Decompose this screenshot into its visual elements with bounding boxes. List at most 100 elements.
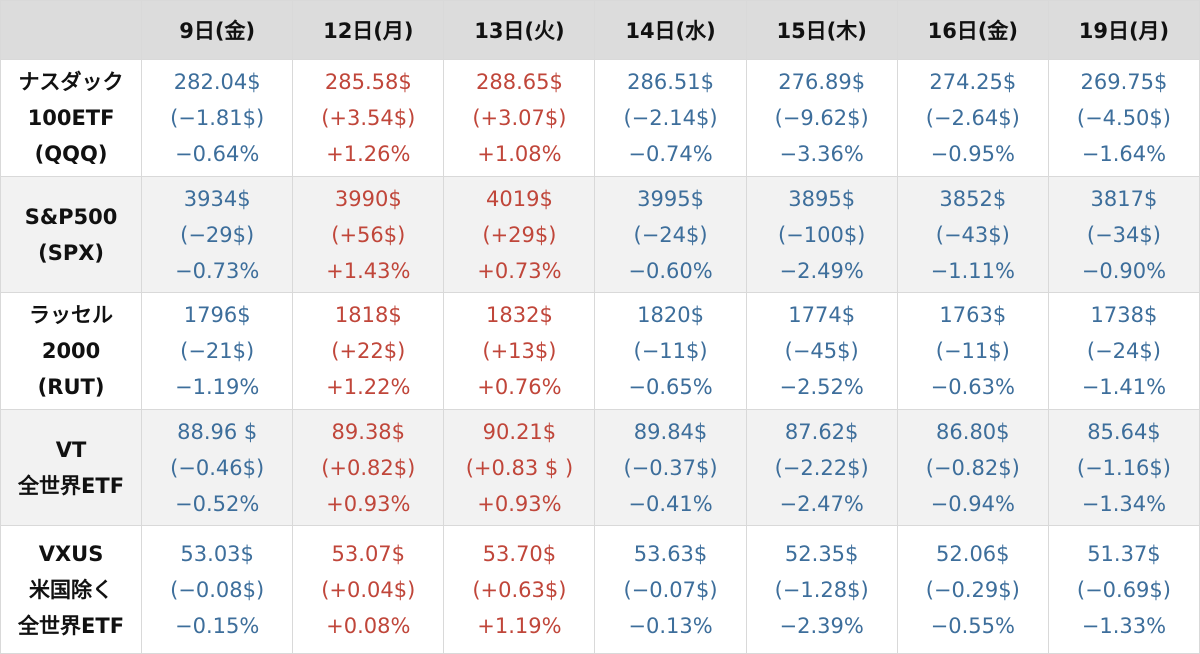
price-value: 4019$	[486, 186, 553, 211]
quote-cell: 88.96 $ (−0.46$) −0.52%	[141, 409, 294, 526]
change-value: (−0.37$)	[623, 455, 718, 480]
change-value: (−2.22$)	[774, 455, 869, 480]
percent-change: +0.76%	[477, 375, 562, 399]
quote-cell: 53.03$ (−0.08$) −0.15%	[141, 525, 294, 654]
quote-cell: 1820$ (−11$) −0.65%	[594, 292, 747, 410]
change-value: (−0.07$)	[623, 577, 718, 602]
row-label-line: VXUS	[38, 541, 104, 566]
change-value: (−45$)	[784, 339, 859, 363]
percent-change: −0.63%	[930, 375, 1015, 399]
percent-change: +1.19%	[477, 613, 562, 638]
quote-cell: 3895$ (−100$) −2.49%	[745, 176, 898, 293]
quote-cell: 3995$ (−24$) −0.60%	[594, 176, 747, 293]
change-value: (+0.04$)	[321, 577, 416, 602]
quote-cell: 89.38$ (+0.82$) +0.93%	[292, 409, 445, 526]
change-value: (−2.14$)	[623, 106, 718, 130]
price-value: 274.25$	[929, 70, 1017, 94]
percent-change: −1.64%	[1081, 142, 1167, 166]
quote-cell: 276.89$ (−9.62$) −3.36%	[745, 59, 898, 177]
row-label: VT 全世界ETF	[0, 409, 143, 526]
change-value: (−24$)	[1086, 339, 1161, 363]
price-value: 3895$	[788, 186, 856, 211]
price-value: 3990$	[334, 186, 402, 211]
percent-change: +0.08%	[326, 613, 411, 638]
quote-cell: 90.21$ (+0.83 $ ) +0.93%	[443, 409, 596, 526]
table-row: ラッセル 2000 (RUT) 1796$ (−21$) −1.19% 1818$ (+22$…	[0, 292, 1200, 410]
quote-cell: 89.84$ (−0.37$) −0.41%	[594, 409, 747, 526]
row-label: ラッセル 2000 (RUT)	[0, 292, 143, 410]
quote-cell: 1832$ (+13$) +0.76%	[443, 292, 596, 410]
change-value: (−0.29$)	[925, 577, 1020, 602]
price-value: 1820$	[637, 303, 704, 327]
percent-change: −0.74%	[628, 142, 713, 166]
quote-cell: 52.35$ (−1.28$) −2.39%	[745, 525, 898, 654]
price-value: 53.63$	[633, 541, 708, 566]
quote-cell: 85.64$ (−1.16$) −1.34%	[1047, 409, 1200, 526]
row-label: ナスダック 100ETF (QQQ)	[0, 59, 143, 177]
quote-cell: 3934$ (−29$) −0.73%	[141, 176, 294, 293]
percent-change: −0.90%	[1081, 258, 1167, 283]
price-value: 1763$	[939, 303, 1007, 327]
price-value: 53.70$	[482, 541, 557, 566]
quote-cell: 3990$ (+56$) +1.43%	[292, 176, 445, 293]
percent-change: −1.41%	[1081, 375, 1167, 399]
price-value: 1832$	[486, 303, 553, 327]
percent-change: +0.93%	[477, 491, 562, 516]
change-value: (+0.63$)	[472, 577, 567, 602]
column-header: 15日(木)	[745, 0, 898, 60]
change-value: (−43$)	[935, 222, 1010, 247]
percent-change: −1.33%	[1081, 613, 1167, 638]
change-value: (−0.82$)	[925, 455, 1020, 480]
price-value: 53.03$	[180, 541, 254, 566]
row-label-line: VT	[55, 437, 87, 462]
table-row: S&P500 (SPX) 3934$ (−29$) −0.73% 3990$ (+56$) +…	[0, 176, 1200, 293]
change-value: (−11$)	[935, 339, 1010, 363]
table-row: ナスダック 100ETF (QQQ) 282.04$ (−1.81$) −0.64% 285…	[0, 59, 1200, 177]
change-value: (−21$)	[180, 339, 255, 363]
change-value: (−24$)	[633, 222, 708, 247]
row-label-line: (SPX)	[38, 240, 104, 265]
quote-cell: 274.25$ (−2.64$) −0.95%	[896, 59, 1049, 177]
quote-cell: 53.63$ (−0.07$) −0.13%	[594, 525, 747, 654]
percent-change: +0.73%	[477, 258, 562, 283]
quote-cell: 52.06$ (−0.29$) −0.55%	[896, 525, 1049, 654]
column-header: 13日(火)	[443, 0, 596, 60]
change-value: (+22$)	[331, 339, 406, 363]
price-value: 52.06$	[936, 541, 1010, 566]
price-value: 85.64$	[1087, 419, 1161, 444]
quote-cell: 86.80$ (−0.82$) −0.94%	[896, 409, 1049, 526]
percent-change: −0.64%	[175, 142, 260, 166]
table-row: VXUS 米国除く 全世界ETF 53.03$ (−0.08$) −0.15% 53.07$…	[0, 525, 1200, 654]
change-value: (−0.08$)	[170, 577, 265, 602]
percent-change: −0.13%	[628, 613, 713, 638]
change-value: (+3.54$)	[321, 106, 416, 130]
column-header: 16日(金)	[896, 0, 1049, 60]
price-value: 269.75$	[1080, 70, 1168, 94]
change-value: (−9.62$)	[774, 106, 869, 130]
percent-change: −3.36%	[779, 142, 864, 166]
quote-cell: 1763$ (−11$) −0.63%	[896, 292, 1049, 410]
header-row: 9日(金) 12日(月) 13日(火) 14日(水) 15日(木) 16日(金)…	[0, 0, 1200, 60]
price-value: 89.84$	[633, 419, 708, 444]
price-value: 89.38$	[331, 419, 406, 444]
quote-cell: 1796$ (−21$) −1.19%	[141, 292, 294, 410]
column-header: 12日(月)	[292, 0, 445, 60]
quote-cell: 288.65$ (+3.07$) +1.08%	[443, 59, 596, 177]
change-value: (−100$)	[777, 222, 866, 247]
row-label-line: (QQQ)	[34, 142, 108, 166]
quote-cell: 53.70$ (+0.63$) +1.19%	[443, 525, 596, 654]
price-value: 3934$	[183, 186, 251, 211]
price-value: 90.21$	[482, 419, 557, 444]
change-value: (+13$)	[482, 339, 557, 363]
percent-change: −2.52%	[779, 375, 864, 399]
table-header: 9日(金) 12日(月) 13日(火) 14日(水) 15日(木) 16日(金)…	[0, 0, 1200, 60]
price-value: 288.65$	[476, 70, 563, 94]
price-value: 1738$	[1090, 303, 1158, 327]
change-value: (+56$)	[331, 222, 406, 247]
change-value: (−1.16$)	[1076, 455, 1171, 480]
price-value: 52.35$	[784, 541, 859, 566]
corner-cell	[0, 0, 143, 60]
row-label-line: ラッセル	[29, 303, 114, 327]
quote-cell: 3852$ (−43$) −1.11%	[896, 176, 1049, 293]
row-label-line: (RUT)	[37, 375, 105, 399]
